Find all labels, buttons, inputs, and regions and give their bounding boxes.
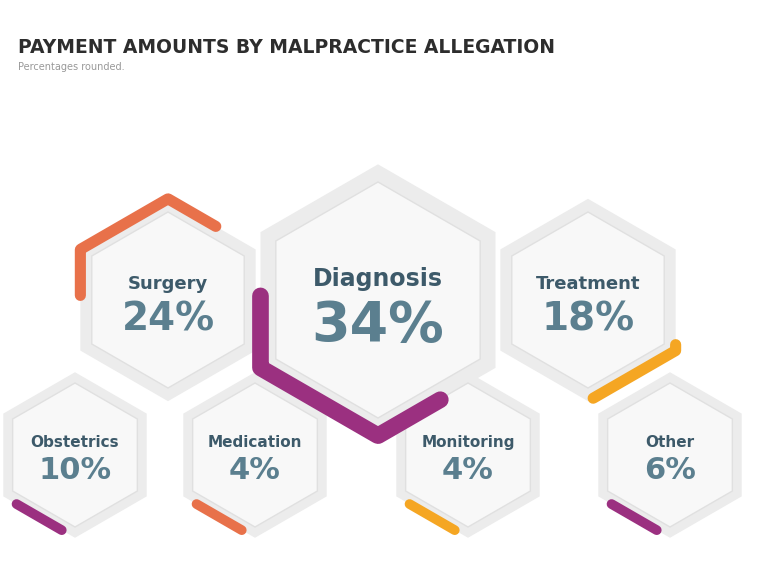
Text: Percentages rounded.: Percentages rounded. — [18, 62, 125, 72]
Text: 24%: 24% — [121, 300, 214, 339]
Polygon shape — [598, 372, 742, 538]
Polygon shape — [92, 212, 245, 388]
Text: 18%: 18% — [541, 300, 634, 339]
Polygon shape — [276, 182, 480, 418]
Polygon shape — [608, 383, 732, 527]
Polygon shape — [80, 199, 256, 401]
Text: Surgery: Surgery — [128, 275, 208, 293]
Text: Obstetrics: Obstetrics — [31, 435, 120, 450]
Polygon shape — [3, 372, 147, 538]
Polygon shape — [183, 372, 327, 538]
Text: Other: Other — [646, 435, 695, 450]
Polygon shape — [192, 383, 317, 527]
Text: Treatment: Treatment — [536, 275, 640, 293]
Polygon shape — [13, 383, 137, 527]
Text: 4%: 4% — [229, 456, 281, 485]
Text: 34%: 34% — [312, 299, 444, 353]
Polygon shape — [500, 199, 676, 401]
Polygon shape — [397, 372, 540, 538]
Polygon shape — [406, 383, 531, 527]
Text: 4%: 4% — [442, 456, 494, 485]
Text: Diagnosis: Diagnosis — [313, 267, 443, 291]
Text: Monitoring: Monitoring — [421, 435, 515, 450]
Polygon shape — [512, 212, 664, 388]
Text: PAYMENT AMOUNTS BY MALPRACTICE ALLEGATION: PAYMENT AMOUNTS BY MALPRACTICE ALLEGATIO… — [18, 38, 555, 57]
Text: Medication: Medication — [207, 435, 302, 450]
Text: 6%: 6% — [644, 456, 696, 485]
Text: 10%: 10% — [39, 456, 111, 485]
Polygon shape — [260, 164, 496, 436]
